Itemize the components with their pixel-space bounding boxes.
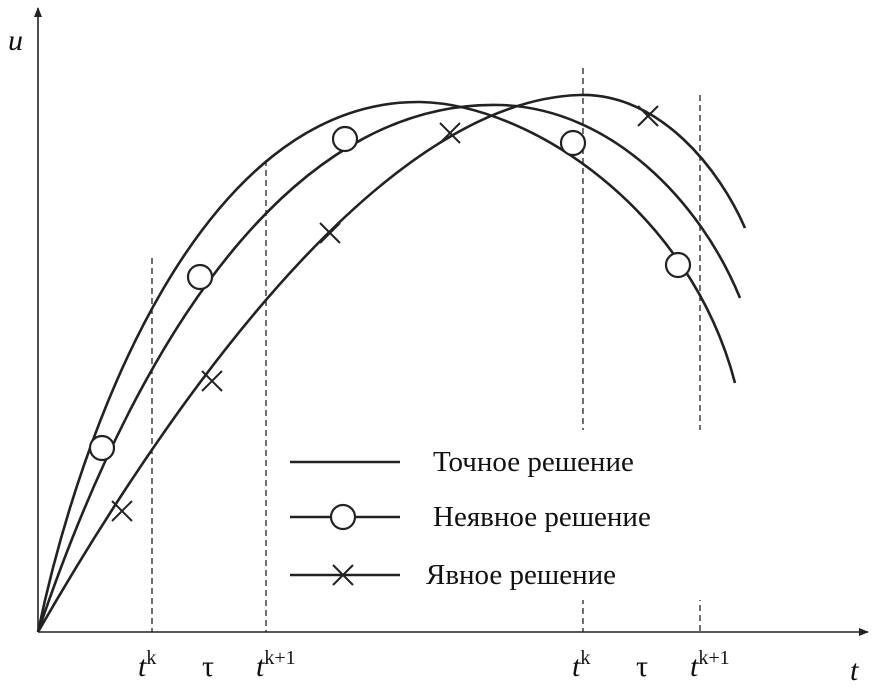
- explicit-curve: [36, 93, 747, 633]
- tick-base: τ: [202, 650, 214, 683]
- legend: Точное решение Неявное решение Явное реш…: [280, 430, 730, 600]
- y-axis-label: u: [8, 24, 23, 57]
- tick-label: τ: [636, 650, 648, 683]
- circle-marker: [88, 434, 116, 462]
- tick-label: tk+1: [256, 647, 296, 683]
- cross-marker: [439, 122, 461, 144]
- axes: [34, 7, 869, 636]
- tick-label: tk: [138, 647, 156, 683]
- legend-entry: Явное решение: [426, 559, 616, 591]
- cross-marker: [637, 105, 659, 127]
- tick-base: t: [138, 650, 147, 683]
- tick-label: tk+1: [690, 647, 730, 683]
- tick-sup: k: [580, 647, 590, 669]
- tick-sup: k+1: [264, 647, 295, 669]
- tick-sup: k: [146, 647, 156, 669]
- circle-marker: [331, 125, 359, 153]
- tick-labels: tk τ tk+1 tk τ tk+1: [138, 647, 730, 683]
- cross-marker: [111, 500, 133, 522]
- circle-marker: [664, 251, 692, 279]
- tick-label: τ: [202, 650, 214, 683]
- tick-label: tk: [572, 647, 590, 683]
- tick-base: t: [572, 650, 581, 683]
- legend-cross: [332, 564, 354, 586]
- exact-curve: [36, 103, 742, 633]
- cross-marker: [319, 222, 341, 244]
- circle-marker: [186, 263, 214, 291]
- tick-sup: k+1: [698, 647, 729, 669]
- legend-entry: Неявное решение: [433, 501, 651, 533]
- circle-marker: [559, 129, 587, 157]
- tick-base: t: [256, 650, 265, 683]
- legend-entry: Точное решение: [433, 446, 634, 478]
- implicit-markers: [88, 125, 692, 462]
- x-axis-label: t: [850, 654, 859, 687]
- tick-base: t: [690, 650, 699, 683]
- cross-marker: [201, 370, 223, 392]
- tick-base: τ: [636, 650, 648, 683]
- explicit-markers: [111, 105, 659, 522]
- legend-circle: [329, 503, 357, 531]
